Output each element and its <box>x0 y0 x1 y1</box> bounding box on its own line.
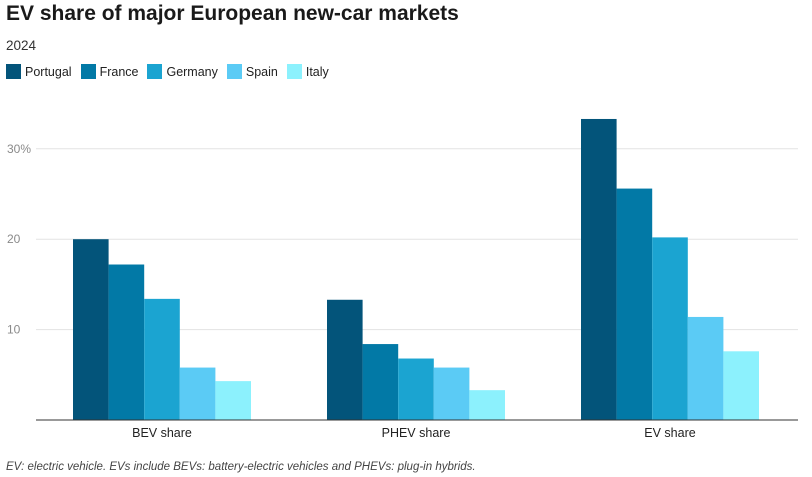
category-label: BEV share <box>132 426 192 440</box>
bar-germany-2 <box>652 237 688 420</box>
bar-france-2 <box>616 188 653 420</box>
bar-portugal-2 <box>581 118 617 420</box>
bar-spain-1 <box>433 367 470 420</box>
category-labels: BEV share PHEV share EV share <box>132 426 696 440</box>
legend-swatch <box>147 64 163 79</box>
bar-italy-0 <box>215 381 251 420</box>
bar-spain-2 <box>687 316 724 420</box>
bar-france-0 <box>108 264 145 420</box>
bar-spain-0 <box>179 367 216 420</box>
legend-item: Italy <box>286 64 329 79</box>
bar-italy-1 <box>469 390 505 420</box>
category-label: EV share <box>644 426 695 440</box>
legend-label: Spain <box>245 64 278 79</box>
legend-swatch <box>286 64 302 79</box>
legend-label: Germany <box>166 64 218 79</box>
legend-item: Spain <box>226 64 278 79</box>
chart-subtitle: 2024 <box>6 38 37 53</box>
chart-legend: Portugal France Germany Spain Italy <box>6 64 338 79</box>
legend-label: France <box>99 64 139 79</box>
legend-swatch <box>226 64 242 79</box>
legend-item: France <box>80 64 139 79</box>
legend-label: Portugal <box>25 64 72 79</box>
bars <box>73 118 759 420</box>
footnote: EV: electric vehicle. EVs include BEVs: … <box>6 461 476 473</box>
bar-portugal-0 <box>73 239 109 420</box>
bar-germany-1 <box>398 358 434 420</box>
legend-swatch <box>6 64 21 79</box>
legend-label: Italy <box>305 64 329 79</box>
category-label: PHEV share <box>382 426 451 440</box>
y-tick-labels: 10 20 30% <box>7 142 31 337</box>
legend-swatch <box>80 64 96 79</box>
y-tick-label: 10 <box>7 323 21 337</box>
bar-italy-2 <box>723 351 759 420</box>
bar-portugal-1 <box>327 299 363 420</box>
y-tick-label: 20 <box>7 232 21 246</box>
legend-item: Portugal <box>6 64 72 79</box>
bar-germany-0 <box>144 298 180 420</box>
legend-item: Germany <box>147 64 218 79</box>
y-tick-label: 30% <box>7 142 31 156</box>
chart-title: EV share of major European new-car marke… <box>6 2 459 25</box>
bar-france-1 <box>362 344 399 420</box>
